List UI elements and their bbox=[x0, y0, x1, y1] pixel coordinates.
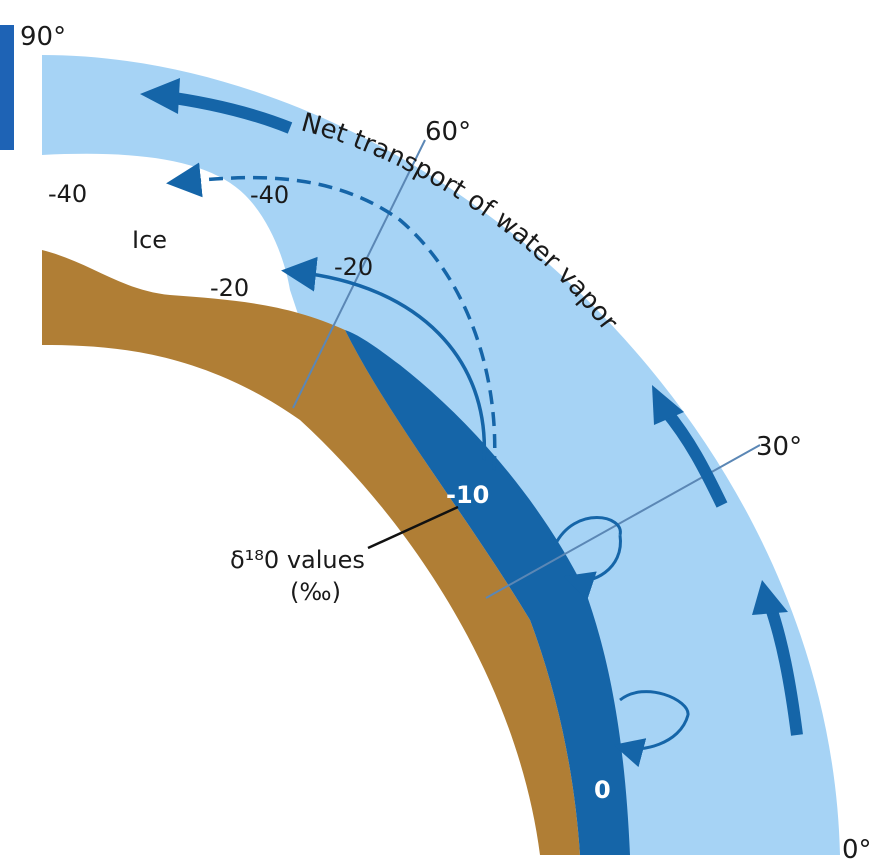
transport-arrow-mid bbox=[660, 406, 728, 508]
latitude-line-30 bbox=[485, 444, 761, 599]
legend-pointer-line bbox=[367, 505, 459, 550]
delta-value-minus10: -10 bbox=[446, 481, 489, 509]
transport-arrowhead-mid bbox=[652, 385, 684, 425]
circulation-loop-lower bbox=[620, 690, 690, 749]
delta-value-zero: 0 bbox=[594, 776, 611, 804]
ice-label: Ice bbox=[132, 226, 167, 254]
latitude-label-90: 90° bbox=[20, 22, 66, 52]
legend-unit: (‰) bbox=[290, 578, 341, 606]
legend-title: δ¹⁸0 values bbox=[230, 546, 365, 574]
circulation-loop-upper bbox=[555, 516, 622, 581]
solid-vapor-path bbox=[281, 256, 487, 461]
delta-value-solid-20: -20 bbox=[334, 253, 373, 281]
delta-value-ice-40: -40 bbox=[48, 180, 87, 208]
dashed-vapor-path bbox=[166, 162, 497, 471]
latitude-label-30: 30° bbox=[756, 432, 802, 462]
transport-arrowhead-low bbox=[752, 580, 788, 615]
delta-value-dashed-40: -40 bbox=[250, 181, 289, 209]
latitude-label-0: 0° bbox=[842, 835, 872, 864]
transport-arrowhead-top bbox=[140, 78, 180, 114]
latitude-label-60: 60° bbox=[425, 117, 471, 147]
latitude-line-60 bbox=[292, 139, 426, 409]
transport-arrow-low bbox=[764, 603, 803, 736]
delta-value-ice-20: -20 bbox=[210, 274, 249, 302]
corner-logo-fragment bbox=[0, 25, 14, 150]
